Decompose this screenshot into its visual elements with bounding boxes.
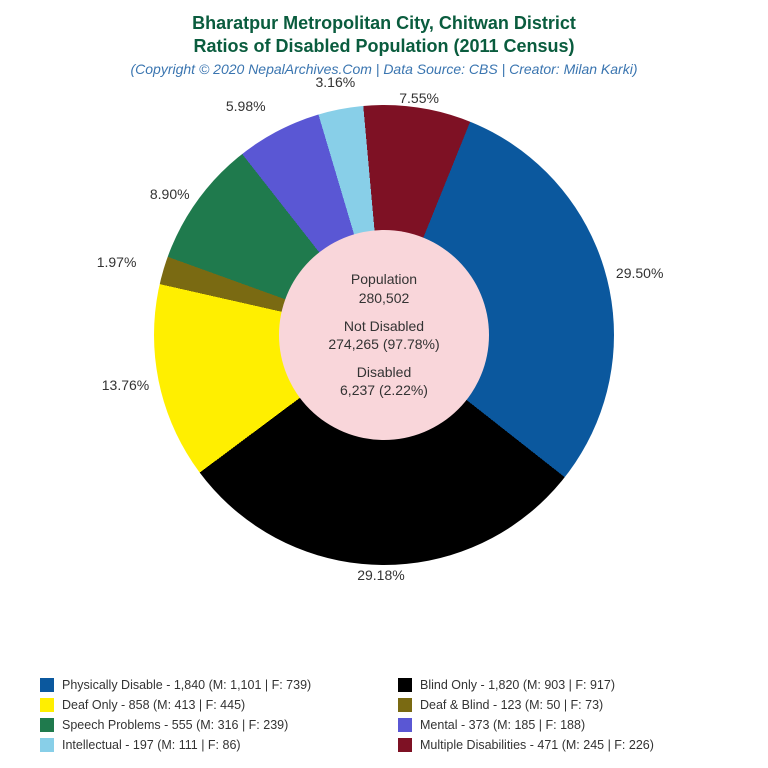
legend-swatch <box>398 678 412 692</box>
pct-label: 29.50% <box>616 265 663 281</box>
legend-swatch <box>398 718 412 732</box>
legend-label: Blind Only - 1,820 (M: 903 | F: 917) <box>420 678 615 692</box>
center-not-disabled-value: 274,265 (97.78%) <box>328 335 439 353</box>
legend-label: Deaf & Blind - 123 (M: 50 | F: 73) <box>420 698 603 712</box>
center-population-value: 280,502 <box>351 289 417 307</box>
legend-item: Speech Problems - 555 (M: 316 | F: 239) <box>40 718 370 732</box>
title-line-1: Bharatpur Metropolitan City, Chitwan Dis… <box>0 12 768 35</box>
legend-swatch <box>398 698 412 712</box>
pct-label: 29.18% <box>357 567 404 583</box>
legend-swatch <box>40 718 54 732</box>
legend-swatch <box>398 738 412 752</box>
legend-label: Physically Disable - 1,840 (M: 1,101 | F… <box>62 678 311 692</box>
center-not-disabled: Not Disabled 274,265 (97.78%) <box>328 317 439 353</box>
legend-label: Speech Problems - 555 (M: 316 | F: 239) <box>62 718 288 732</box>
legend-item: Intellectual - 197 (M: 111 | F: 86) <box>40 738 370 752</box>
legend-item: Physically Disable - 1,840 (M: 1,101 | F… <box>40 678 370 692</box>
pct-label: 3.16% <box>315 74 355 90</box>
legend-item: Mental - 373 (M: 185 | F: 188) <box>398 718 728 732</box>
center-disabled: Disabled 6,237 (2.22%) <box>340 363 428 399</box>
legend-item: Blind Only - 1,820 (M: 903 | F: 917) <box>398 678 728 692</box>
legend-label: Deaf Only - 858 (M: 413 | F: 445) <box>62 698 245 712</box>
legend: Physically Disable - 1,840 (M: 1,101 | F… <box>40 678 728 752</box>
title-block: Bharatpur Metropolitan City, Chitwan Dis… <box>0 0 768 77</box>
legend-swatch <box>40 698 54 712</box>
legend-label: Multiple Disabilities - 471 (M: 245 | F:… <box>420 738 654 752</box>
legend-swatch <box>40 738 54 752</box>
center-not-disabled-label: Not Disabled <box>328 317 439 335</box>
donut-center: Population 280,502 Not Disabled 274,265 … <box>279 230 489 440</box>
pct-label: 8.90% <box>150 186 190 202</box>
legend-item: Deaf & Blind - 123 (M: 50 | F: 73) <box>398 698 728 712</box>
subtitle: (Copyright © 2020 NepalArchives.Com | Da… <box>0 61 768 77</box>
pct-label: 1.97% <box>97 254 137 270</box>
pct-label: 13.76% <box>102 377 149 393</box>
center-population: Population 280,502 <box>351 270 417 306</box>
pct-label: 5.98% <box>226 98 266 114</box>
donut-chart: Population 280,502 Not Disabled 274,265 … <box>154 105 614 565</box>
legend-item: Multiple Disabilities - 471 (M: 245 | F:… <box>398 738 728 752</box>
title-line-2: Ratios of Disabled Population (2011 Cens… <box>0 35 768 58</box>
legend-item: Deaf Only - 858 (M: 413 | F: 445) <box>40 698 370 712</box>
legend-label: Mental - 373 (M: 185 | F: 188) <box>420 718 585 732</box>
center-population-label: Population <box>351 270 417 288</box>
center-disabled-label: Disabled <box>340 363 428 381</box>
center-disabled-value: 6,237 (2.22%) <box>340 381 428 399</box>
pct-label: 7.55% <box>399 90 439 106</box>
legend-label: Intellectual - 197 (M: 111 | F: 86) <box>62 738 241 752</box>
legend-swatch <box>40 678 54 692</box>
